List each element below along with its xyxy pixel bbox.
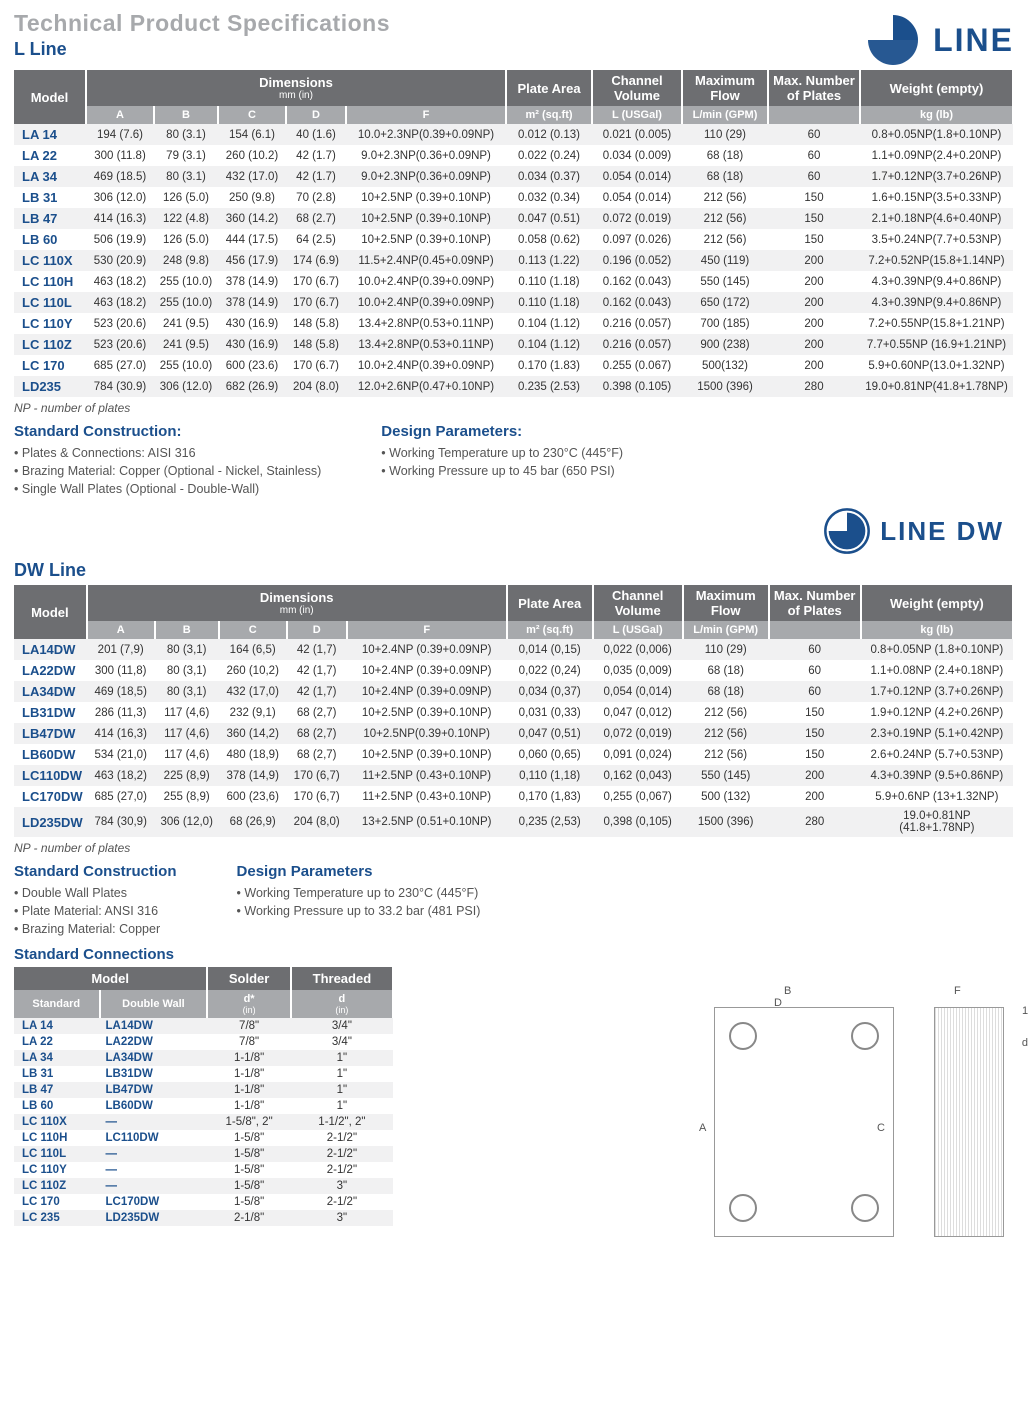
table-row: LC 110L—1-5/8"2-1/2" (14, 1146, 393, 1162)
table-row: LA 22300 (11.8)79 (3.1)260 (10.2)42 (1.7… (14, 145, 1013, 166)
list-item: Brazing Material: Copper (14, 920, 177, 938)
th-plate-area: Plate Area (506, 70, 592, 106)
table-row: LC 110Y—1-5/8"2-1/2" (14, 1162, 393, 1178)
table-row: LA 14194 (7.6)80 (3.1)154 (6.1)40 (1.6)1… (14, 124, 1013, 145)
table-row: LA14DW201 (7,9)80 (3,1)164 (6,5)42 (1,7)… (14, 639, 1013, 660)
table-row: LA 22LA22DW7/8"3/4" (14, 1034, 393, 1050)
logo-text: LINE (933, 22, 1014, 59)
table-row: LA 34LA34DW1-1/8"1" (14, 1050, 393, 1066)
th-max-plates: Max. Number of Plates (768, 70, 860, 106)
th-model: Model (14, 70, 86, 124)
list-item: Brazing Material: Copper (Optional - Nic… (14, 462, 321, 480)
table-row: LA 14LA14DW7/8"3/4" (14, 1018, 393, 1034)
table-row: LB60DW534 (21,0)117 (4,6)480 (18,9)68 (2… (14, 744, 1013, 765)
list-item: Single Wall Plates (Optional - Double-Wa… (14, 480, 321, 498)
list-item: Plates & Connections: AISI 316 (14, 444, 321, 462)
table-row: LB 60506 (19.9)126 (5.0)444 (17.5)64 (2.… (14, 229, 1013, 250)
page-header: Technical Product Specifications L Line … (14, 10, 1014, 70)
np-note-dw: NP - number of plates (14, 841, 1014, 855)
dw-title: DW Line (14, 560, 1014, 581)
logo-line: LINE (863, 10, 1014, 70)
th-weight: Weight (empty) (860, 70, 1013, 106)
table-row: LC 170685 (27.0)255 (10.0)600 (23.6)170 … (14, 355, 1013, 376)
logo-line-dw: LINE DW (14, 506, 1004, 556)
table-row: LC 110L463 (18.2)255 (10.0)378 (14.9)170… (14, 292, 1013, 313)
table-row: LA22DW300 (11,8)80 (3,1)260 (10,2)42 (1,… (14, 660, 1013, 681)
table-row: LA34DW469 (18,5)80 (3,1)432 (17,0)42 (1,… (14, 681, 1013, 702)
table-row: LC 235LD235DW2-1/8"3" (14, 1210, 393, 1226)
table-row: LC 110Z—1-5/8"3" (14, 1178, 393, 1194)
table-row: LC 110H463 (18.2)255 (10.0)378 (14.9)170… (14, 271, 1013, 292)
table-row: LC 110Z523 (20.6)241 (9.5)430 (16.9)148 … (14, 334, 1013, 355)
table-row: LC170DW685 (27,0)255 (8,9)600 (23,6)170 … (14, 786, 1013, 807)
table-row: LB 60LB60DW1-1/8"1" (14, 1098, 393, 1114)
list-item: Working Pressure up to 33.2 bar (481 PSI… (237, 902, 481, 920)
list-item: Working Pressure up to 45 bar (650 PSI) (381, 462, 623, 480)
dimension-diagram: A C B D F 1" d (424, 967, 1014, 1247)
line-logo-icon (863, 10, 923, 70)
table-row: LB 47414 (16.3)122 (4.8)360 (14.2)68 (2.… (14, 208, 1013, 229)
line-title: L Line (14, 39, 390, 60)
table-row: LC 170LC170DW1-5/8"2-1/2" (14, 1194, 393, 1210)
page-title: Technical Product Specifications (14, 10, 390, 37)
logo-dw-text: LINE DW (880, 516, 1004, 547)
dw-construction-design: Standard Construction Double Wall Plates… (14, 863, 1014, 938)
std-const-dw-title: Standard Construction (14, 863, 177, 880)
conn-title: Standard Connections (14, 946, 1014, 963)
table-row: LB31DW286 (11,3)117 (4,6)232 (9,1)68 (2,… (14, 702, 1013, 723)
list-item: Double Wall Plates (14, 884, 177, 902)
table-row: LC 110Y523 (20.6)241 (9.5)430 (16.9)148 … (14, 313, 1013, 334)
connections-table: Model Solder Threaded Standard Double Wa… (14, 967, 394, 1226)
table-row: LB47DW414 (16,3)117 (4,6)360 (14,2)68 (2… (14, 723, 1013, 744)
list-item: Plate Material: ANSI 316 (14, 902, 177, 920)
list-item: Working Temperature up to 230°C (445°F) (381, 444, 623, 462)
table-row: LC 110X—1-5/8", 2"1-1/2", 2" (14, 1114, 393, 1130)
design-l-title: Design Parameters: (381, 423, 623, 440)
title-block: Technical Product Specifications L Line (14, 10, 390, 64)
table-row: LC110DW463 (18,2)225 (8,9)378 (14,9)170 … (14, 765, 1013, 786)
table-row: LB 31LB31DW1-1/8"1" (14, 1066, 393, 1082)
table-row: LC 110HLC110DW1-5/8"2-1/2" (14, 1130, 393, 1146)
th-dimensions: Dimensionsmm (in) (86, 70, 506, 106)
line-dw-logo-icon (822, 506, 872, 556)
dw-line-table: Model Dimensionsmm (in) Plate Area Chann… (14, 585, 1014, 837)
th-channel-vol: Channel Volume (592, 70, 682, 106)
th-max-flow: Maximum Flow (682, 70, 768, 106)
table-row: LB 47LB47DW1-1/8"1" (14, 1082, 393, 1098)
table-row: LD235DW784 (30,9)306 (12,0)68 (26,9)204 … (14, 807, 1013, 837)
l-construction-design: Standard Construction: Plates & Connecti… (14, 423, 1014, 498)
design-dw-title: Design Parameters (237, 863, 481, 880)
l-line-table: Model Dimensionsmm (in) Plate Area Chann… (14, 70, 1014, 397)
table-row: LA 34469 (18.5)80 (3.1)432 (17.0)42 (1.7… (14, 166, 1013, 187)
diagram-side-view (934, 1007, 1004, 1237)
std-const-l-title: Standard Construction: (14, 423, 321, 440)
table-row: LD235784 (30.9)306 (12.0)682 (26.9)204 (… (14, 376, 1013, 397)
diagram-front-view: A C (714, 1007, 894, 1237)
np-note: NP - number of plates (14, 401, 1014, 415)
table-row: LC 110X530 (20.9)248 (9.8)456 (17.9)174 … (14, 250, 1013, 271)
list-item: Working Temperature up to 230°C (445°F) (237, 884, 481, 902)
table-row: LB 31306 (12.0)126 (5.0)250 (9.8)70 (2.8… (14, 187, 1013, 208)
